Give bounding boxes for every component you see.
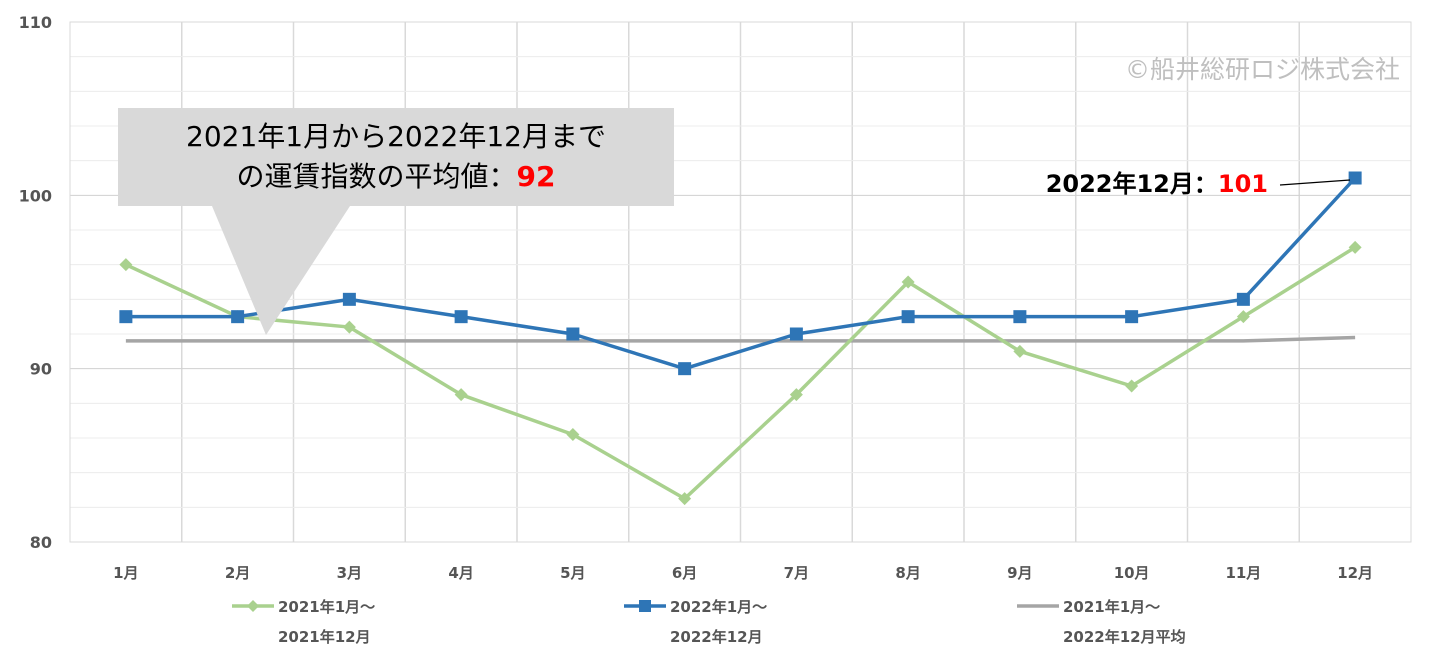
dec-2022-label-value: 101 xyxy=(1218,170,1268,198)
series-line xyxy=(125,245,1357,501)
data-point xyxy=(678,362,692,376)
data-point xyxy=(1013,310,1027,324)
data-point xyxy=(901,310,915,324)
x-tick-label: 7月 xyxy=(784,564,809,582)
x-tick-label: 9月 xyxy=(1007,564,1032,582)
y-tick-label: 100 xyxy=(19,186,52,205)
data-point xyxy=(1236,310,1250,324)
series-1 xyxy=(119,171,1362,376)
y-axis-ticks: 80 90 100 110 xyxy=(19,13,52,552)
callout-box xyxy=(118,108,674,335)
data-point xyxy=(1236,292,1250,306)
legend-item-2: 2021年1月～ 2022年12月平均 xyxy=(1017,598,1186,646)
plot-area-border xyxy=(69,21,1412,543)
x-axis-ticks: 1月 2月 3月 4月 5月 6月 7月 8月 9月 10月 11月 12月 xyxy=(113,564,1373,582)
legend-label-line2: 2022年12月 xyxy=(670,628,763,646)
legend-swatch-marker xyxy=(247,600,259,612)
series-line xyxy=(125,176,1357,371)
data-point xyxy=(231,310,245,324)
data-point xyxy=(1348,171,1362,185)
series-2 xyxy=(125,335,1356,343)
average-callout: 2021年1月から2022年12月まで の運賃指数の平均値：92 xyxy=(118,108,674,335)
data-point xyxy=(566,428,580,442)
data-point xyxy=(1348,240,1362,254)
legend-label-line1: 2021年1月～ xyxy=(278,598,375,616)
dec-2022-label-prefix: 2022年12月： xyxy=(1046,170,1218,198)
callout-line2: の運賃指数の平均値：92 xyxy=(237,160,556,193)
dec-2022-label: 2022年12月：101 xyxy=(1046,170,1351,198)
legend-label-line1: 2021年1月～ xyxy=(1063,598,1160,616)
series-layer xyxy=(119,171,1362,506)
legend-item-1: 2022年1月～ 2022年12月 xyxy=(624,598,767,646)
legend: 2021年1月～ 2021年12月 2022年1月～ 2022年12月 2021年1月～… xyxy=(232,598,1186,646)
x-tick-label: 12月 xyxy=(1337,564,1373,582)
x-tick-label: 4月 xyxy=(448,564,473,582)
y-tick-label: 80 xyxy=(30,533,52,552)
x-tick-label: 2月 xyxy=(225,564,250,582)
legend-label-line2: 2022年12月平均 xyxy=(1063,628,1186,646)
gridlines xyxy=(70,22,1411,542)
y-tick-label: 110 xyxy=(19,13,52,32)
x-tick-label: 1月 xyxy=(113,564,138,582)
data-point xyxy=(342,320,356,334)
legend-item-0: 2021年1月～ 2021年12月 xyxy=(232,598,375,646)
data-point xyxy=(454,388,468,402)
dec-2022-leader-line xyxy=(1279,179,1351,186)
x-tick-label: 11月 xyxy=(1225,564,1261,582)
x-tick-label: 10月 xyxy=(1114,564,1150,582)
legend-label-line1: 2022年1月～ xyxy=(670,598,767,616)
data-point xyxy=(1013,344,1027,358)
data-point xyxy=(789,327,803,341)
data-point xyxy=(566,327,580,341)
watermark: ©船井総研ロジ株式会社 xyxy=(1125,55,1400,84)
x-tick-label: 5月 xyxy=(560,564,585,582)
data-point xyxy=(342,292,356,306)
data-point xyxy=(678,492,692,506)
data-point xyxy=(901,275,915,289)
callout-average-value: 92 xyxy=(517,160,556,193)
callout-line1: 2021年1月から2022年12月まで xyxy=(186,120,606,153)
data-point xyxy=(1125,310,1139,324)
x-tick-label: 8月 xyxy=(895,564,920,582)
data-point xyxy=(454,310,468,324)
data-point xyxy=(119,258,133,272)
callout-line2-prefix: の運賃指数の平均値： xyxy=(237,160,517,193)
data-point xyxy=(119,310,133,324)
x-tick-label: 3月 xyxy=(337,564,362,582)
dec-2022-label-text: 2022年12月：101 xyxy=(1046,170,1268,198)
x-tick-label: 6月 xyxy=(672,564,697,582)
data-point xyxy=(1125,379,1139,393)
legend-swatch-marker xyxy=(639,600,651,612)
series-line xyxy=(125,335,1356,343)
data-point xyxy=(789,388,803,402)
y-tick-label: 90 xyxy=(30,360,52,379)
legend-label-line2: 2021年12月 xyxy=(278,628,371,646)
